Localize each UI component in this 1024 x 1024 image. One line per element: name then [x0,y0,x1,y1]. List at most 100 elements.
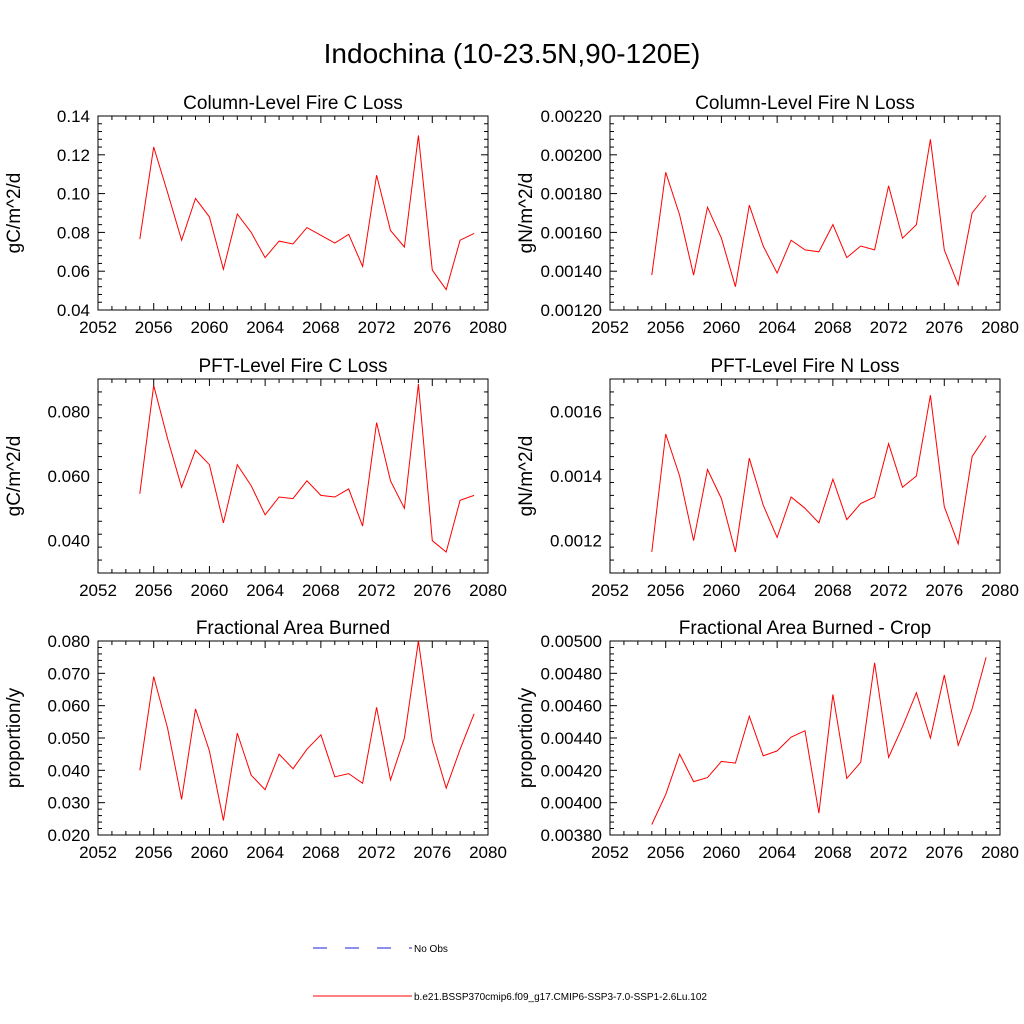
y-tick-label: 0.040 [47,532,90,551]
y-tick-label: 0.04 [57,301,90,320]
x-tick-label: 2072 [870,581,908,600]
y-tick-label: 0.00200 [541,146,602,165]
series-line-1 [139,640,475,821]
series-line-1 [139,135,475,291]
x-tick-label: 2056 [647,843,685,862]
y-tick-label: 0.10 [57,185,90,204]
y-tick-label: 0.06 [57,262,90,281]
series-line-1 [651,395,987,553]
y-tick-label: 0.080 [47,632,90,651]
y-tick-label: 0.00180 [541,185,602,204]
x-tick-label: 2068 [814,318,852,337]
y-tick-label: 0.00460 [541,697,602,716]
y-tick-label: 0.070 [47,664,90,683]
x-tick-label: 2072 [870,843,908,862]
panel-3: PFT-Level Fire C Loss gC/m^2/d 2052 2056 206… [4,356,507,600]
x-tick-label: 2072 [358,843,396,862]
x-tick-label: 2064 [758,843,796,862]
x-tick-label: 2052 [79,843,117,862]
y-tick-label: 0.020 [47,826,90,845]
plot-frame [97,115,489,311]
y-axis-label: gN/m^2/d [516,173,537,254]
x-tick-label: 2060 [703,843,741,862]
x-tick-label: 2060 [191,843,229,862]
series-line-1 [139,383,475,553]
y-tick-label: 0.080 [47,402,90,421]
x-tick-label: 2080 [981,843,1019,862]
panel-1: Column-Level Fire C Loss gC/m^2/d 2052 2056… [4,93,507,337]
panel-title: Column-Level Fire N Loss [695,93,915,114]
x-tick-label: 2068 [302,581,340,600]
y-tick-label: 0.00160 [541,223,602,242]
x-tick-label: 2068 [814,581,852,600]
series-line-1 [651,657,987,825]
main-title: Indochina (10-23.5N,90-120E) [323,38,701,69]
y-tick-label: 0.0016 [550,402,602,421]
y-tick-label: 0.14 [57,107,90,126]
x-tick-label: 2080 [469,581,507,600]
x-tick-label: 2072 [358,581,396,600]
x-tick-label: 2060 [703,581,741,600]
x-tick-label: 2060 [191,318,229,337]
x-tick-label: 2068 [814,843,852,862]
x-tick-label: 2064 [246,581,284,600]
y-tick-label: 0.12 [57,146,90,165]
x-tick-label: 2064 [246,843,284,862]
panel-2: Column-Level Fire N Loss gN/m^2/d 2052 2056… [516,93,1019,337]
x-tick-label: 2064 [758,318,796,337]
x-tick-label: 2068 [302,318,340,337]
x-tick-label: 2056 [647,581,685,600]
y-tick-label: 0.00400 [541,794,602,813]
x-tick-label: 2064 [758,581,796,600]
y-axis-label: proportion/y [4,687,25,788]
y-tick-label: 0.00500 [541,632,602,651]
y-tick-label: 0.00480 [541,664,602,683]
x-tick-label: 2080 [469,318,507,337]
y-tick-label: 0.08 [57,223,90,242]
x-tick-label: 2052 [79,318,117,337]
series-line-1 [651,139,987,287]
plot-frame [97,378,489,574]
plot-frame [609,378,1001,574]
x-tick-label: 2052 [79,581,117,600]
y-axis-label: gC/m^2/d [4,436,25,517]
y-axis-label: gC/m^2/d [4,173,25,254]
y-tick-label: 0.060 [47,467,90,486]
y-tick-label: 0.030 [47,794,90,813]
x-tick-label: 2060 [703,318,741,337]
x-tick-label: 2072 [358,318,396,337]
legend-obs-label: No Obs [414,944,448,955]
x-tick-label: 2056 [135,843,173,862]
plot-frame [609,115,1001,311]
panel-4: PFT-Level Fire N Loss gN/m^2/d 2052 2056 206… [516,356,1019,600]
panel-6: Fractional Area Burned - Crop proportion/… [516,618,1019,862]
x-tick-label: 2064 [246,318,284,337]
x-tick-label: 2056 [647,318,685,337]
x-tick-label: 2076 [925,581,963,600]
y-tick-label: 0.00380 [541,826,602,845]
x-tick-label: 2060 [191,581,229,600]
x-tick-label: 2076 [413,843,451,862]
y-tick-label: 0.0012 [550,532,602,551]
x-tick-label: 2080 [981,581,1019,600]
y-tick-label: 0.00120 [541,301,602,320]
x-tick-label: 2056 [135,318,173,337]
panel-title: Fractional Area Burned [196,618,390,639]
plot-frame [609,640,1001,836]
panel-title: Column-Level Fire C Loss [183,93,403,114]
x-tick-label: 2076 [925,318,963,337]
y-tick-label: 0.050 [47,729,90,748]
x-tick-label: 2068 [302,843,340,862]
y-tick-label: 0.00220 [541,107,602,126]
panel-5: Fractional Area Burned proportion/y 2052 20… [4,618,507,862]
x-tick-label: 2080 [469,843,507,862]
x-tick-label: 2052 [591,581,629,600]
x-tick-label: 2056 [135,581,173,600]
y-tick-label: 0.00420 [541,761,602,780]
y-tick-label: 0.00440 [541,729,602,748]
legend: No Obs b.e21.BSSP370cmip6.f09_g17.CMIP6-… [313,944,707,1003]
y-axis-label: gN/m^2/d [516,436,537,517]
panel-title: PFT-Level Fire C Loss [199,356,388,377]
y-tick-label: 0.040 [47,761,90,780]
